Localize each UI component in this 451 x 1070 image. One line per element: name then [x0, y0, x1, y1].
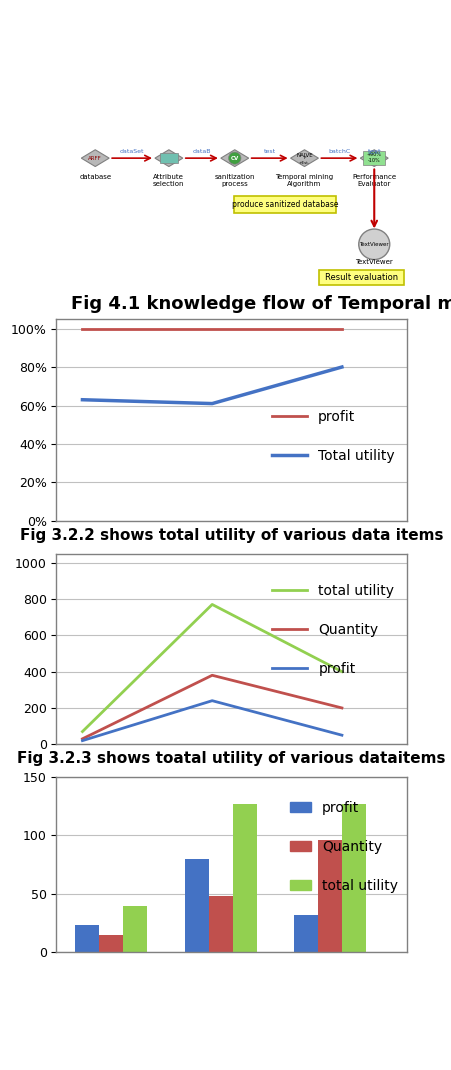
- Text: Fig 4.1 knowledge flow of Temporal mining process: Fig 4.1 knowledge flow of Temporal minin…: [70, 294, 451, 312]
- Polygon shape: [290, 150, 318, 167]
- Text: sanitization
process: sanitization process: [214, 174, 254, 187]
- Text: batchC: batchC: [327, 150, 350, 154]
- Bar: [318, 840, 341, 952]
- Polygon shape: [155, 150, 182, 167]
- Circle shape: [228, 152, 240, 164]
- Text: Temporal mining
Algorithm: Temporal mining Algorithm: [275, 174, 333, 187]
- Text: TextViewer: TextViewer: [354, 259, 392, 265]
- FancyBboxPatch shape: [234, 196, 336, 213]
- Text: dataB: dataB: [192, 150, 211, 154]
- Text: Attribute
selection: Attribute selection: [153, 174, 184, 187]
- Bar: [208, 897, 232, 952]
- Bar: [123, 905, 147, 952]
- Text: produce sanitized database: produce sanitized database: [231, 200, 338, 209]
- Text: +90%
-10%: +90% -10%: [366, 152, 381, 163]
- Polygon shape: [359, 150, 387, 167]
- Text: database: database: [79, 174, 111, 180]
- Bar: [184, 859, 208, 952]
- Bar: [294, 915, 318, 952]
- Text: Result evaluation: Result evaluation: [325, 273, 397, 282]
- Legend: profit, Total utility: profit, Total utility: [266, 404, 399, 469]
- Text: ARFF: ARFF: [88, 155, 102, 160]
- Text: Fig 3.2.3 shows toatal utility of various dataitems: Fig 3.2.3 shows toatal utility of variou…: [17, 751, 445, 766]
- Text: TextViewer: TextViewer: [359, 242, 388, 247]
- Bar: [75, 926, 99, 952]
- Text: P
+Est.: P +Est.: [298, 156, 309, 165]
- Text: dataSet: dataSet: [120, 150, 144, 154]
- Text: Fig 3.2.2 shows total utility of various data items: Fig 3.2.2 shows total utility of various…: [20, 528, 442, 542]
- Bar: [159, 153, 178, 164]
- Text: Performance
Evaluator: Performance Evaluator: [351, 174, 396, 187]
- Circle shape: [358, 229, 389, 260]
- Bar: [363, 151, 384, 165]
- Polygon shape: [81, 150, 109, 167]
- Text: text: text: [367, 149, 380, 155]
- Bar: [99, 935, 123, 952]
- Text: CV: CV: [230, 155, 238, 160]
- Polygon shape: [220, 150, 248, 167]
- FancyBboxPatch shape: [318, 271, 404, 286]
- Legend: total utility, Quantity, profit: total utility, Quantity, profit: [267, 578, 399, 682]
- Bar: [232, 804, 256, 952]
- Bar: [341, 804, 365, 952]
- Text: test: test: [263, 150, 275, 154]
- Legend: profit, Quantity, total utility: profit, Quantity, total utility: [284, 795, 402, 899]
- Text: NAIVE: NAIVE: [295, 153, 312, 158]
